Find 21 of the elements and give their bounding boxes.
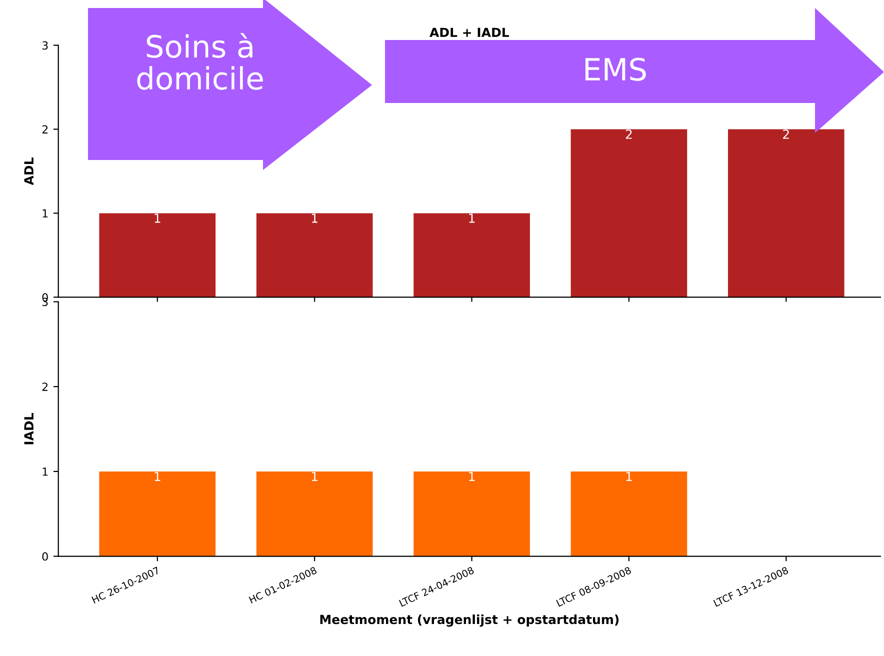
y-tick-label: 2 — [42, 125, 48, 134]
y-axis-title: IADL — [24, 413, 34, 444]
annotation: EMS — [585, 58, 646, 81]
chart-title: ADL + IADL — [430, 28, 509, 37]
y-tick-label: 1 — [42, 209, 48, 218]
data-label: 1 — [312, 472, 318, 481]
x-axis-title: Meetmoment (vragenlijst + opstartdatum) — [320, 614, 619, 627]
data-label: 2 — [626, 129, 632, 139]
y-axis-title: ADL — [24, 158, 34, 186]
data-label: 1 — [626, 472, 632, 481]
y-tick-label: 0 — [42, 552, 48, 561]
data-label: 1 — [469, 472, 475, 481]
y-tick-label: 2 — [42, 382, 48, 391]
data-label: 1 — [154, 214, 160, 223]
data-label: 1 — [469, 214, 475, 223]
y-tick-label: 1 — [42, 468, 48, 476]
y-tick-label: 3 — [42, 41, 48, 50]
data-label: 1 — [312, 214, 318, 223]
data-label: 1 — [154, 472, 160, 481]
data-label: 2 — [783, 129, 789, 139]
annotation: Soins à domicile — [137, 33, 263, 90]
